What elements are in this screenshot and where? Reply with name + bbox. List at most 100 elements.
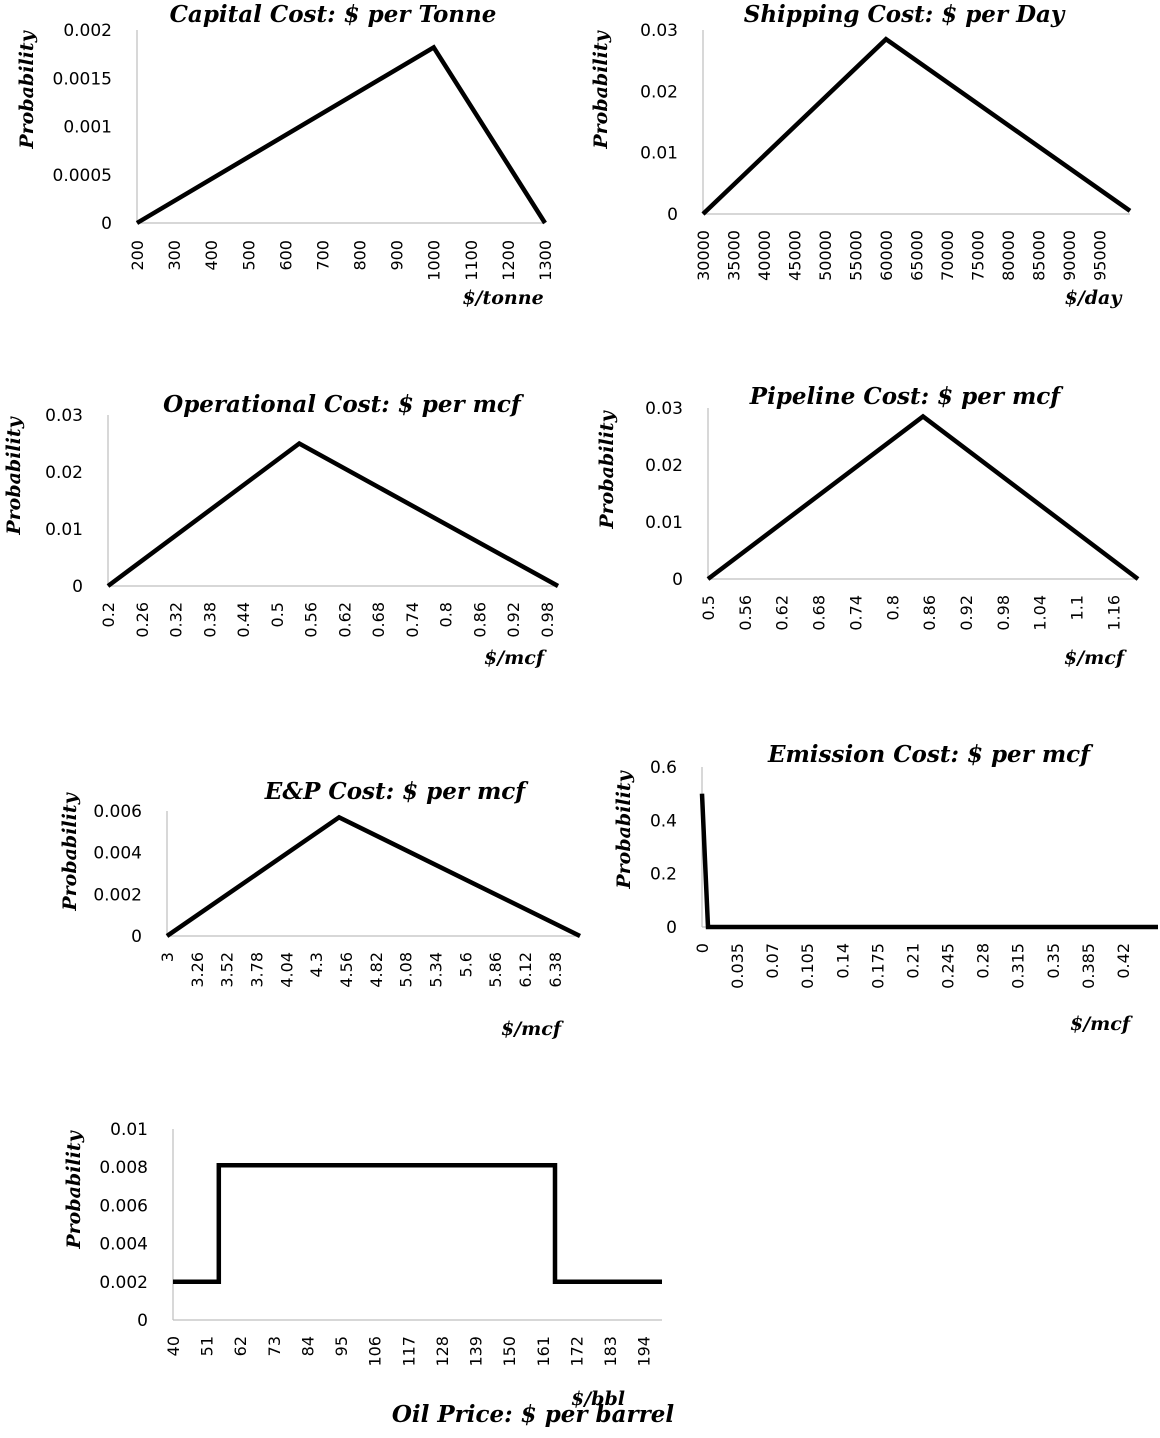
x-tick-label: 5.34 [426,952,445,988]
x-tick-label: 0.62 [773,595,792,631]
x-tick-label: 0.86 [920,595,939,631]
x-tick-label: 3.52 [218,952,237,988]
y-tick-label: 0.008 [99,1158,148,1178]
y-tick-label: 0.01 [645,513,683,533]
x-tick-label: 139 [467,1336,486,1367]
x-tick-label: 85000 [1030,230,1049,281]
y-tick-label: 0 [667,205,678,225]
x-tick-label: 106 [366,1336,385,1367]
x-tick-label: 5.08 [397,952,416,988]
x-tick-label: 0.35 [1044,943,1063,979]
x-tick-label: 30000 [694,230,713,281]
y-axis-label: Probability [16,29,38,149]
x-tick-label: 5.6 [456,952,475,977]
y-tick-label: 0.03 [45,406,83,426]
x-tick-label: 1300 [536,240,555,281]
x-tick-label: 500 [239,240,258,271]
y-tick-label: 0 [72,577,83,597]
x-tick-label: 0.62 [335,602,354,638]
y-tick-label: 0.2 [650,865,677,885]
chart-title: Capital Cost: $ per Tonne [170,1,497,28]
x-tick-label: 0.74 [403,602,422,638]
y-tick-label: 0.03 [645,399,683,419]
x-tick-label: 4.82 [367,952,386,988]
y-tick-label: 0.002 [99,1273,148,1293]
x-tick-label: 0.5 [268,602,287,627]
x-tick-label: 0.38 [200,602,219,638]
x-tick-label: 0.42 [1114,943,1133,979]
chart-title: Emission Cost: $ per mcf [767,741,1094,768]
x-axis-label: $/day [1065,287,1124,309]
x-tick-label: 183 [601,1336,620,1367]
x-tick-label: 1000 [425,240,444,281]
chart-1: 0 0.0005 0.001 0.0015 0.002 200 300 400 500 600 70… [16,1,555,309]
y-tick-label: 0.01 [640,144,678,164]
y-tick-label: 0.01 [110,1120,148,1140]
x-tick-label: 51 [198,1336,217,1356]
x-tick-label: 200 [128,240,147,271]
x-tick-label: 90000 [1060,230,1079,281]
x-tick-label: 62 [231,1336,250,1356]
x-tick-label: 0.105 [798,943,817,989]
x-tick-label: 172 [567,1336,586,1367]
x-tick-label: 75000 [969,230,988,281]
x-tick-label: 0.86 [470,602,489,638]
x-axis-label: $/mcf [484,647,547,669]
x-axis-label: $/mcf [501,1018,564,1040]
x-tick-label: 0.28 [974,943,993,979]
y-tick-label: 0 [101,214,112,234]
x-tick-label: 5.86 [486,952,505,988]
y-tick-label: 0.004 [93,844,142,864]
x-tick-label: 0.44 [234,602,253,638]
chart-title: Pipeline Cost: $ per mcf [749,383,1064,410]
x-tick-label: 0.035 [728,943,747,989]
x-tick-label: 600 [276,240,295,271]
y-tick-label: 0 [672,570,683,590]
x-tick-label: 60000 [877,230,896,281]
x-tick-label: 0.68 [810,595,829,631]
x-tick-label: 4.04 [277,952,296,988]
x-tick-label: 1.16 [1104,595,1123,631]
chart-4: 0 0.01 0.02 0.03 0.5 0.56 0.62 0.68 0.74 0.8 0.86 0… [596,383,1140,669]
x-axis-label: $/tonne [462,287,543,309]
x-tick-label: 0.175 [868,943,887,989]
series-line [165,814,581,939]
x-tick-label: 0.8 [883,595,902,620]
x-axis-label: $/bbl [571,1388,625,1410]
x-tick-label: 50000 [816,230,835,281]
y-tick-label: 0.006 [93,802,142,822]
x-tick-label: 6.38 [546,952,565,988]
x-tick-label: 0.98 [538,602,557,638]
x-tick-label: 65000 [908,230,927,281]
y-tick-label: 0.02 [645,456,683,476]
x-tick-label: 1100 [462,240,481,281]
x-tick-label: 1200 [499,240,518,281]
y-tick-label: 0.03 [640,21,678,41]
x-tick-label: 70000 [938,230,957,281]
x-tick-label: 0.92 [504,602,523,638]
x-tick-label: 73 [265,1336,284,1356]
series-line [106,440,560,588]
y-tick-label: 0.004 [99,1235,148,1255]
x-tick-label: 0.245 [939,943,958,989]
y-tick-label: 0.02 [45,463,83,483]
y-axis-label: Probability [3,415,25,535]
chart-title: E&P Cost: $ per mcf [264,778,530,805]
x-tick-label: 0.07 [763,943,782,979]
series-line [135,44,547,225]
series-line [699,793,1158,930]
x-tick-label: 1.1 [1068,595,1087,620]
x-tick-label: 6.12 [516,952,535,988]
y-tick-label: 0.02 [640,82,678,102]
x-tick-label: 40000 [755,230,774,281]
x-tick-label: 40 [164,1336,183,1356]
x-tick-label: 4.56 [337,952,356,988]
x-tick-label: 0.385 [1079,943,1098,989]
chart-3: 0 0.01 0.02 0.03 0.2 0.26 0.32 0.38 0.44 0.5 0.56 0… [3,391,560,669]
y-tick-label: 0.006 [99,1196,148,1216]
x-tick-label: 194 [635,1336,654,1367]
y-tick-label: 0.01 [45,520,83,540]
y-tick-label: 0 [131,927,142,947]
x-tick-label: 0.74 [846,595,865,631]
